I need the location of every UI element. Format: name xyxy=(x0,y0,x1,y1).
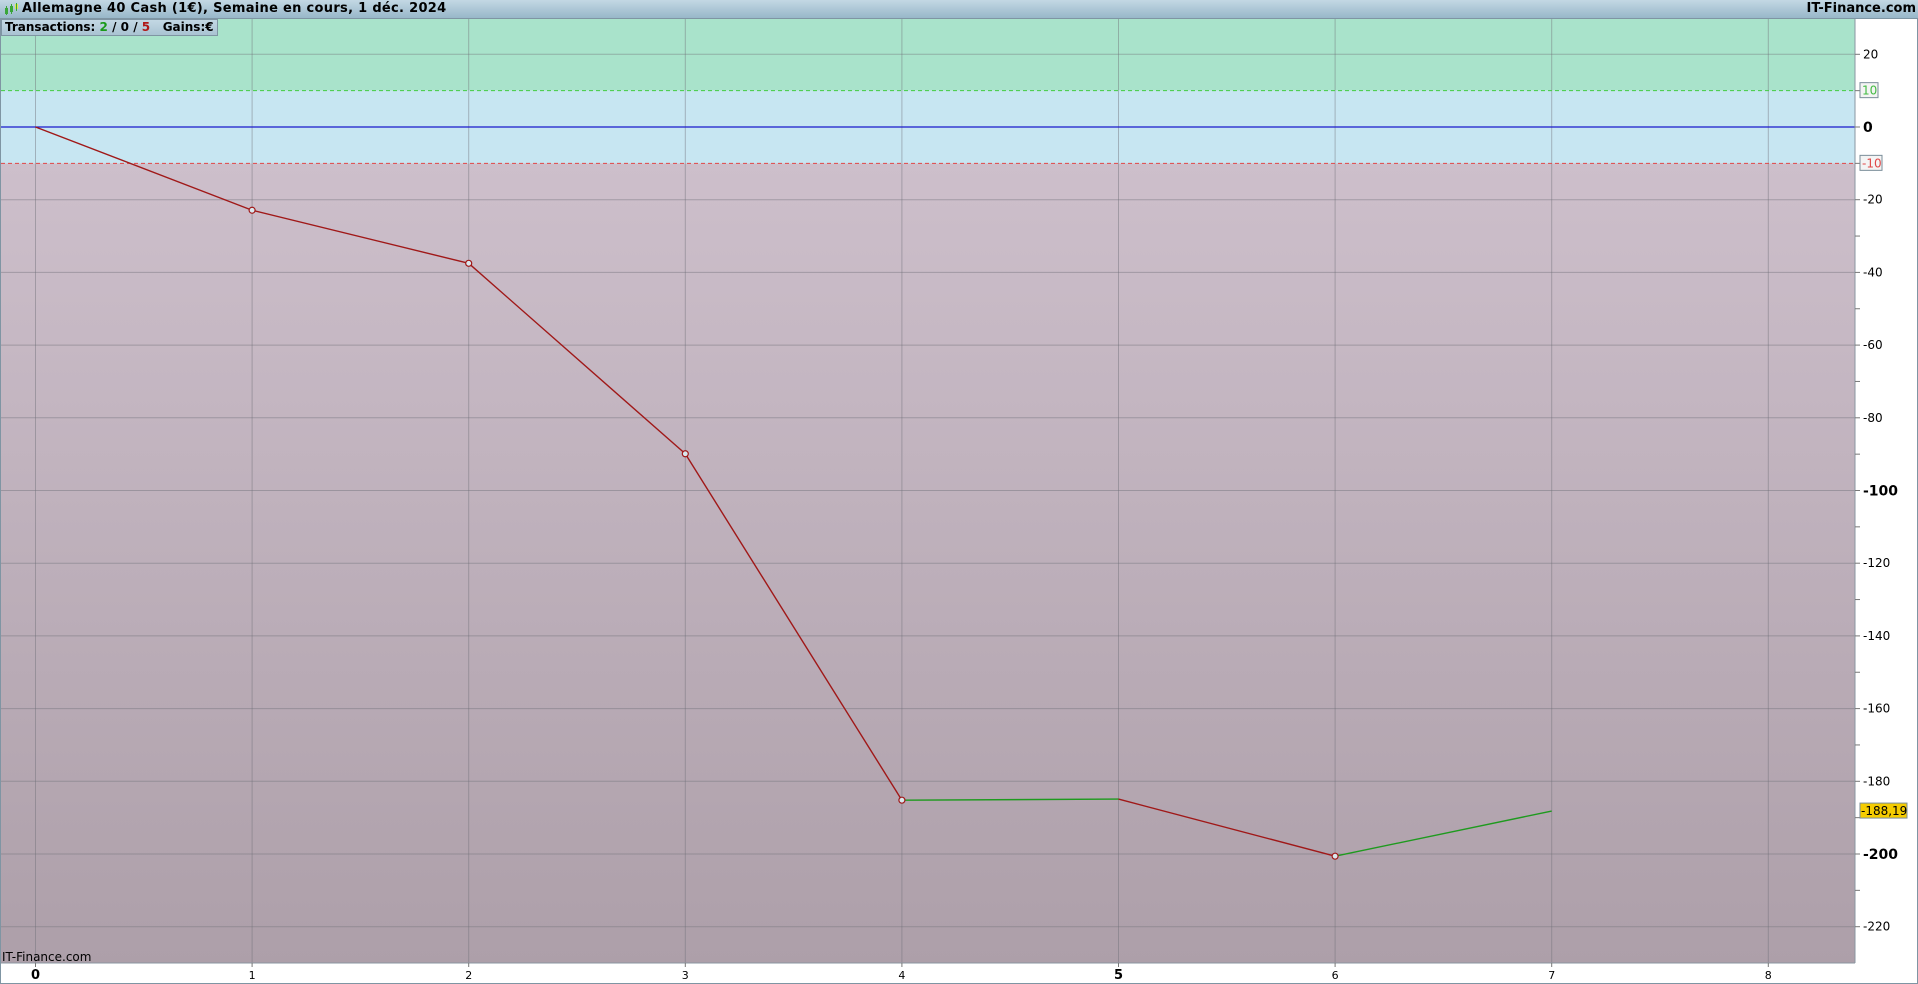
equity-segment xyxy=(1334,810,1552,857)
y-tick-label: -40 xyxy=(1863,265,1883,279)
x-tick-label: 0 xyxy=(31,968,40,983)
equity-segment xyxy=(684,453,903,801)
equity-segment xyxy=(35,126,253,211)
neutral-count: 0 xyxy=(120,20,130,34)
y-tick-label: -160 xyxy=(1863,702,1890,716)
transactions-label: Transactions: xyxy=(5,20,96,34)
y-tick-label: 20 xyxy=(1863,47,1878,61)
trade-point xyxy=(1331,852,1339,860)
profit-zone xyxy=(1,19,1855,91)
x-tick-label: 3 xyxy=(682,969,689,982)
lower-threshold-label: -10 xyxy=(1862,156,1882,170)
equity-segment xyxy=(251,209,469,264)
candlestick-icon xyxy=(5,3,18,15)
y-tick-label: -20 xyxy=(1863,193,1883,207)
equity-segment xyxy=(901,798,1119,801)
separator: / xyxy=(133,20,138,34)
upper-threshold-label-box xyxy=(1859,82,1879,99)
brand-link[interactable]: IT-Finance.com xyxy=(1806,1,1916,16)
title-bar: Allemagne 40 Cash (1€), Semaine en cours… xyxy=(0,0,1918,19)
x-tick-label: 7 xyxy=(1548,969,1555,982)
wins-count: 2 xyxy=(99,20,108,34)
upper-threshold-label: 10 xyxy=(1862,84,1877,98)
gains-label: Gains: xyxy=(162,20,206,34)
equity-segment xyxy=(1118,798,1336,857)
x-tick-label: 1 xyxy=(249,969,256,982)
trade-point xyxy=(681,450,689,458)
last-value-badge xyxy=(1859,802,1908,819)
y-tick-label: -60 xyxy=(1863,338,1883,352)
trade-point xyxy=(248,206,256,214)
chart-title: Allemagne 40 Cash (1€), Semaine en cours… xyxy=(22,1,447,16)
x-tick-label: 5 xyxy=(1114,968,1123,983)
y-tick-label: -80 xyxy=(1863,411,1883,425)
loss-zone xyxy=(1,163,1855,964)
y-tick-label: -120 xyxy=(1863,556,1890,570)
x-tick-label: 6 xyxy=(1332,969,1339,982)
watermark: IT-Finance.com xyxy=(2,950,92,964)
equity-segment xyxy=(468,262,686,455)
stats-box: Transactions: 2 / 0 / 5 Gains:€ xyxy=(1,19,218,36)
losses-count: 5 xyxy=(141,20,151,34)
last-value-label: -188,19 xyxy=(1861,804,1907,818)
trade-point xyxy=(465,259,473,267)
x-tick-label: 8 xyxy=(1765,969,1772,982)
y-tick-label: -140 xyxy=(1863,629,1890,643)
y-tick-label: -180 xyxy=(1863,774,1890,788)
y-tick-label: -220 xyxy=(1863,920,1890,934)
x-tick-label: 2 xyxy=(465,969,472,982)
lower-threshold-label-box xyxy=(1859,154,1883,171)
y-tick-label: 0 xyxy=(1863,120,1873,136)
gains-unit: € xyxy=(205,20,214,34)
y-tick-label: -100 xyxy=(1863,484,1898,500)
trade-point xyxy=(898,796,906,804)
y-tick-label: -200 xyxy=(1863,847,1898,863)
separator: / xyxy=(112,20,117,34)
x-tick-label: 4 xyxy=(898,969,905,982)
